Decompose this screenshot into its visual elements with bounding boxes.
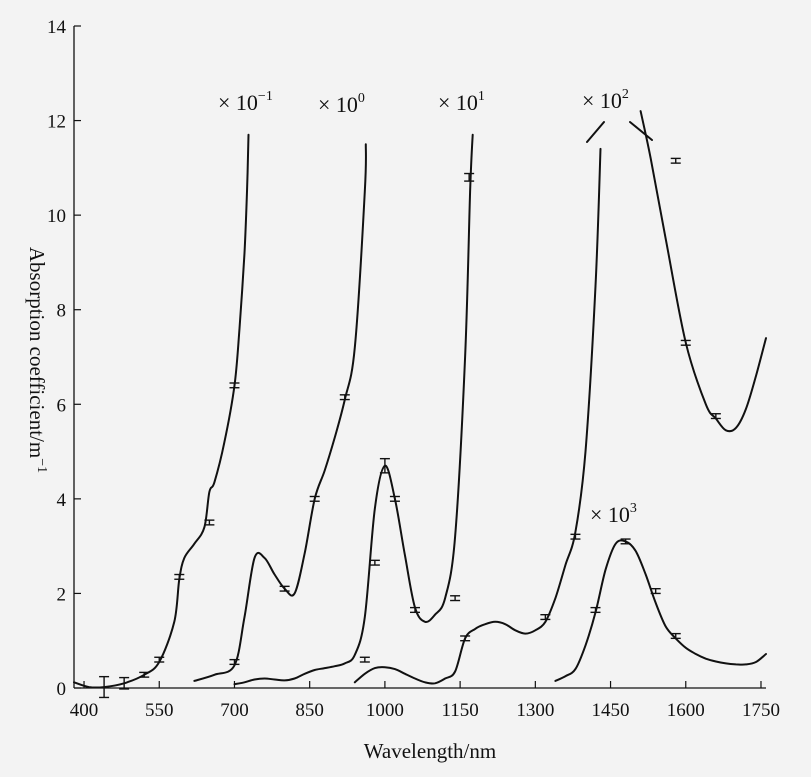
annotation-base: × 10	[438, 90, 478, 115]
x-axis-title: Wavelength/nm	[364, 739, 496, 763]
x-tick-label: 1750	[742, 700, 780, 721]
y-tick-label: 0	[57, 679, 67, 700]
x-tick-label: 400	[70, 700, 99, 721]
y-tick-label: 8	[57, 301, 67, 322]
y-tick-label: 4	[57, 490, 67, 511]
annotation-base: × 10	[218, 90, 258, 115]
x-tick-label: 1000	[366, 700, 404, 721]
annotation-base: × 10	[590, 502, 630, 527]
series-annotation-1: × 100	[318, 91, 365, 117]
annotation-base: × 10	[582, 88, 622, 113]
annotation-base: × 10	[318, 92, 358, 117]
axes	[73, 26, 766, 689]
annotation-exponent: 2	[622, 87, 629, 102]
series-line-4	[554, 539, 767, 682]
annotation-exponent: 3	[630, 501, 637, 516]
annotation-exponent: 0	[358, 91, 365, 106]
series-line-0	[73, 133, 250, 689]
x-tick-label: 700	[220, 700, 249, 721]
series-line-1	[193, 143, 367, 682]
annotation-exponent: 1	[478, 89, 485, 104]
series-annotation-0: × 10−1	[218, 89, 273, 115]
x-tick-label: 1450	[592, 700, 630, 721]
annotation-exponent: −1	[258, 89, 273, 104]
series-annotation-4: × 103	[590, 501, 637, 527]
x-tick-label: 1600	[667, 700, 705, 721]
y-tick-label: 10	[47, 206, 66, 227]
x-tick-label: 1150	[441, 700, 478, 721]
error-marks	[99, 157, 721, 699]
y-tick-label: 14	[47, 17, 67, 38]
annotations: × 10−1 × 100 × 101 × 102× 103	[218, 87, 653, 527]
y-axis-title-sup: −1	[34, 458, 49, 473]
series-annotation-2: × 101	[438, 89, 485, 115]
y-tick-label: 2	[57, 584, 67, 605]
x-tick-label: 1300	[516, 700, 554, 721]
series-layer	[73, 110, 767, 689]
annotation-connector	[629, 121, 653, 141]
y-axis-title-text: Absorption coefficient/m	[25, 247, 49, 458]
x-tick-label: 550	[145, 700, 174, 721]
series-line-3-tail	[639, 110, 767, 433]
series-annotation-3: × 102	[582, 87, 629, 113]
y-tick-label: 6	[57, 395, 67, 416]
series-line-3	[353, 147, 602, 685]
series-line-2	[233, 133, 474, 686]
x-tick-label: 850	[295, 700, 324, 721]
annotation-connector	[586, 121, 605, 143]
y-tick-label: 12	[47, 112, 66, 133]
y-axis-title: Absorption coefficient/m−1	[25, 247, 49, 473]
ticks: 400 550 700 850 1000 1150 1300 1450 1600 1750 0 2 4 6…	[47, 17, 780, 721]
